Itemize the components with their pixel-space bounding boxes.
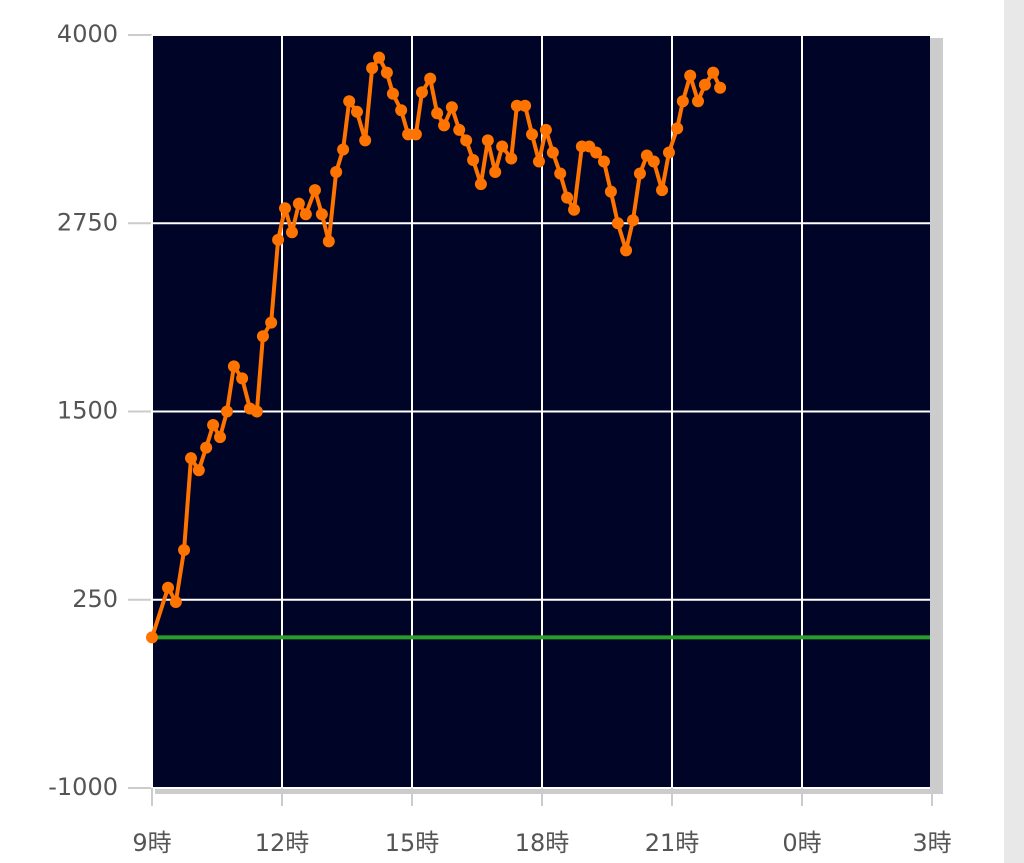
data-point <box>250 405 263 418</box>
data-point <box>395 104 408 117</box>
data-point <box>424 72 437 85</box>
data-point <box>265 316 278 329</box>
data-point <box>386 87 399 100</box>
data-point <box>590 146 603 159</box>
data-point <box>330 166 343 179</box>
data-point <box>692 95 704 108</box>
data-point <box>207 419 220 432</box>
data-point <box>627 214 639 227</box>
y-tick-label: 250 <box>72 585 118 613</box>
data-point <box>178 544 191 557</box>
data-point <box>496 140 509 153</box>
data-point <box>698 78 711 91</box>
data-point <box>214 431 227 444</box>
data-point <box>647 155 660 168</box>
data-point <box>359 134 372 147</box>
y-tick-label: -1000 <box>48 773 118 801</box>
data-point <box>308 184 321 197</box>
data-point <box>299 208 312 221</box>
data-point <box>409 128 422 141</box>
data-point <box>192 464 205 477</box>
data-point <box>671 122 684 135</box>
data-point <box>285 226 298 239</box>
data-point <box>322 235 335 248</box>
data-point <box>510 99 523 112</box>
x-tick-label: 9時 <box>132 829 171 857</box>
data-point <box>460 134 473 147</box>
data-point <box>714 81 727 94</box>
data-point <box>489 166 502 179</box>
data-point <box>220 405 233 418</box>
data-point <box>467 153 480 166</box>
data-point <box>185 452 197 465</box>
y-tick-label: 2750 <box>57 208 118 236</box>
data-point <box>169 596 182 609</box>
x-tick-label: 3時 <box>912 829 951 857</box>
data-point <box>415 86 428 99</box>
data-point <box>236 372 249 385</box>
data-point <box>633 167 646 180</box>
data-point <box>526 128 539 141</box>
data-point <box>519 99 532 112</box>
data-point <box>611 217 624 230</box>
data-point <box>279 202 292 215</box>
x-tick-label: 0時 <box>782 829 821 857</box>
data-point <box>539 123 552 136</box>
data-point <box>546 146 559 159</box>
data-point <box>337 143 350 156</box>
data-point <box>431 107 444 120</box>
data-point <box>272 233 285 246</box>
scrollbar <box>1004 0 1024 863</box>
data-point <box>554 167 567 180</box>
x-tick-label: 18時 <box>515 829 570 857</box>
data-point <box>532 155 545 168</box>
x-tick-label: 15時 <box>385 829 440 857</box>
x-tick-label: 21時 <box>645 829 700 857</box>
data-point <box>380 66 393 79</box>
x-tick-label: 12時 <box>255 829 310 857</box>
data-point <box>561 191 574 204</box>
data-point <box>227 360 240 373</box>
data-point <box>481 134 494 147</box>
data-point <box>438 119 451 132</box>
data-point <box>146 631 158 644</box>
data-point <box>505 152 518 165</box>
data-point <box>366 62 379 75</box>
data-point <box>604 185 617 198</box>
data-point <box>343 95 356 108</box>
data-point <box>373 51 386 64</box>
data-point <box>707 66 720 79</box>
data-point <box>620 244 633 257</box>
data-point <box>453 123 466 136</box>
data-point <box>350 105 363 118</box>
data-point <box>200 441 213 454</box>
data-point <box>656 184 669 197</box>
data-point <box>292 197 305 210</box>
data-point <box>676 95 689 108</box>
data-point <box>597 155 610 168</box>
data-point <box>315 208 328 221</box>
data-point <box>256 330 269 343</box>
data-point <box>568 203 581 216</box>
y-tick-label: 1500 <box>57 397 118 425</box>
data-point <box>474 178 487 191</box>
data-point <box>162 581 175 594</box>
data-point <box>662 146 675 159</box>
data-point <box>445 101 458 114</box>
y-tick-label: 4000 <box>57 20 118 48</box>
data-point <box>684 69 697 82</box>
